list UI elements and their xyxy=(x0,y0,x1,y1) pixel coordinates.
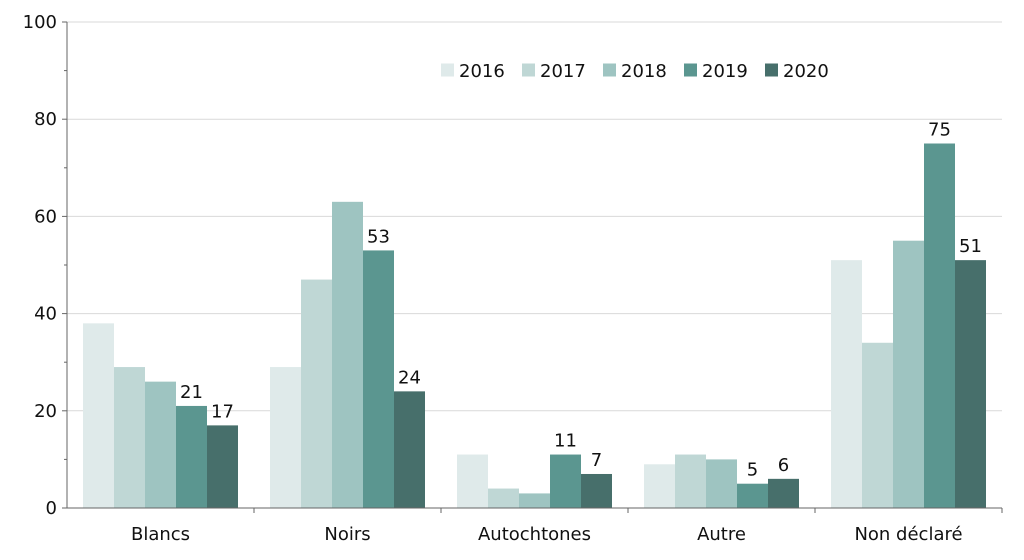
bar-Noirs-2016 xyxy=(270,367,301,508)
legend: 2016 2017 2018 2019 2020 xyxy=(441,61,829,82)
category-label: Autre xyxy=(697,524,746,545)
data-label: 51 xyxy=(959,236,982,257)
y-tick-label-40: 40 xyxy=(34,304,57,325)
bar-Non déclaré-2017 xyxy=(862,342,893,508)
legend-swatch-2016 xyxy=(441,63,454,77)
bar-Autre-2020 xyxy=(768,478,799,508)
bar-Autochtones-2018 xyxy=(519,493,550,508)
legend-swatch-2018 xyxy=(603,63,616,77)
data-label: 11 xyxy=(554,431,577,452)
legend-swatch-2019 xyxy=(684,63,697,77)
bar-Non déclaré-2018 xyxy=(893,240,924,508)
data-label: 17 xyxy=(211,401,234,422)
bar-Autochtones-2016 xyxy=(457,454,488,508)
bar-Non déclaré-2020 xyxy=(955,260,986,508)
data-label: 5 xyxy=(747,460,758,481)
bar-Autochtones-2017 xyxy=(488,488,519,508)
bar-Blancs-2016 xyxy=(83,323,114,508)
bar-Autre-2018 xyxy=(706,459,737,508)
data-label: 6 xyxy=(778,455,789,476)
bar-Noirs-2017 xyxy=(301,279,332,508)
y-tick-labels: 0 20 40 60 80 100 xyxy=(23,12,57,519)
legend-label-2016: 2016 xyxy=(459,61,505,82)
data-label: 21 xyxy=(180,382,203,403)
legend-label-2019: 2019 xyxy=(702,61,748,82)
bar-Blancs-2017 xyxy=(114,367,145,508)
bar-Noirs-2020 xyxy=(394,391,425,508)
bar-Blancs-2020 xyxy=(207,425,238,508)
y-tick-label-100: 100 xyxy=(23,12,57,33)
bars xyxy=(83,143,986,509)
y-tick-label-60: 60 xyxy=(34,206,57,227)
legend-label-2020: 2020 xyxy=(783,61,829,82)
category-label: Autochtones xyxy=(478,524,591,545)
data-label: 53 xyxy=(367,226,390,247)
bar-Non déclaré-2016 xyxy=(831,260,862,508)
bar-Non déclaré-2019 xyxy=(924,143,955,508)
category-label: Noirs xyxy=(324,524,370,545)
bar-Noirs-2018 xyxy=(332,201,363,508)
bar-Blancs-2019 xyxy=(176,405,207,508)
data-label: 7 xyxy=(591,450,602,471)
legend-label-2018: 2018 xyxy=(621,61,667,82)
data-label: 24 xyxy=(398,367,421,388)
axes xyxy=(62,21,1003,513)
legend-swatch-2017 xyxy=(522,63,535,77)
y-tick-label-80: 80 xyxy=(34,109,57,130)
category-labels: Blancs Noirs Autochtones Autre Non déclaré xyxy=(131,524,963,545)
legend-swatch-2020 xyxy=(765,63,778,77)
category-label: Blancs xyxy=(131,524,190,545)
bar-Autochtones-2020 xyxy=(581,473,612,508)
bar-Autre-2016 xyxy=(644,464,675,508)
bar-Autre-2019 xyxy=(737,483,768,508)
bar-Autre-2017 xyxy=(675,454,706,508)
y-tick-label-0: 0 xyxy=(46,498,57,519)
bar-Autochtones-2019 xyxy=(550,454,581,508)
bar-Blancs-2018 xyxy=(145,381,176,508)
category-label: Non déclaré xyxy=(854,524,962,545)
data-label: 75 xyxy=(928,120,951,141)
bar-Noirs-2019 xyxy=(363,250,394,509)
legend-label-2017: 2017 xyxy=(540,61,586,82)
y-tick-label-20: 20 xyxy=(34,401,57,422)
